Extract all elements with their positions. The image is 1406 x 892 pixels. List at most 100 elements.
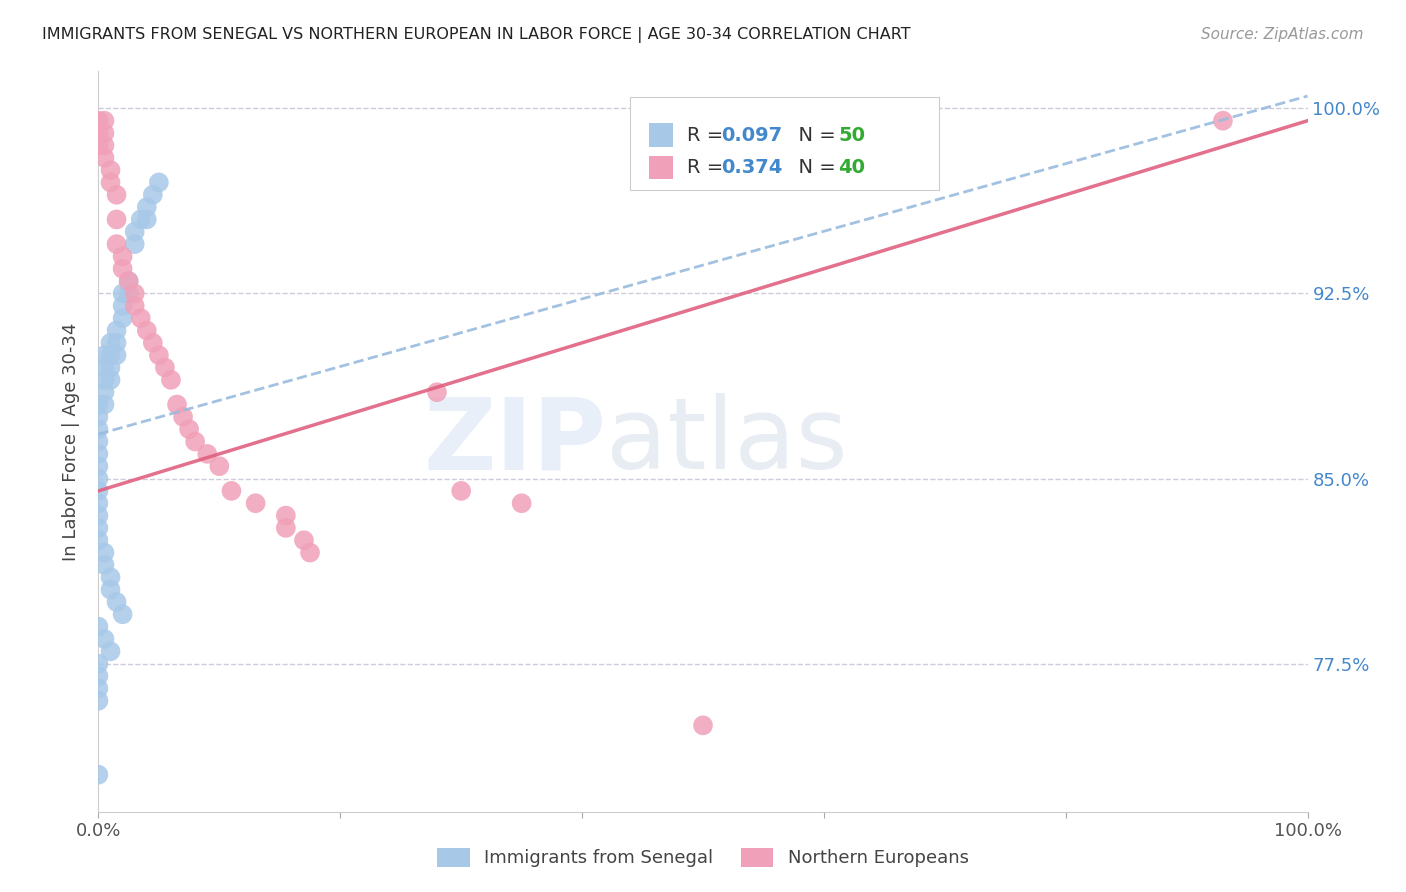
Point bbox=[142, 335, 165, 350]
Point bbox=[87, 767, 110, 781]
Point bbox=[118, 274, 141, 288]
Point bbox=[111, 286, 134, 301]
Point bbox=[87, 397, 110, 411]
Point bbox=[100, 335, 122, 350]
Point bbox=[1212, 113, 1234, 128]
Point bbox=[129, 311, 152, 326]
Point bbox=[153, 360, 176, 375]
Point bbox=[93, 632, 115, 646]
Text: atlas: atlas bbox=[606, 393, 848, 490]
Point bbox=[93, 373, 115, 387]
Point bbox=[166, 397, 188, 411]
Point bbox=[100, 582, 122, 597]
Point bbox=[111, 261, 134, 276]
Text: 0.097: 0.097 bbox=[721, 126, 782, 145]
Bar bbox=[648, 123, 673, 147]
Point bbox=[87, 533, 110, 548]
Point bbox=[87, 422, 110, 436]
Point bbox=[426, 385, 449, 400]
Point bbox=[100, 163, 122, 178]
Point bbox=[93, 558, 115, 572]
Text: IMMIGRANTS FROM SENEGAL VS NORTHERN EUROPEAN IN LABOR FORCE | AGE 30-34 CORRELAT: IMMIGRANTS FROM SENEGAL VS NORTHERN EURO… bbox=[42, 27, 911, 43]
Point bbox=[142, 187, 165, 202]
Point bbox=[87, 693, 110, 707]
Text: R =: R = bbox=[688, 158, 730, 177]
Point bbox=[118, 286, 141, 301]
Point bbox=[105, 187, 128, 202]
Point bbox=[100, 373, 122, 387]
Point bbox=[100, 360, 122, 375]
Point bbox=[87, 521, 110, 535]
Point bbox=[221, 483, 243, 498]
Point bbox=[124, 225, 146, 239]
Point bbox=[87, 126, 110, 140]
Text: R =: R = bbox=[688, 126, 730, 145]
Point bbox=[87, 434, 110, 449]
Point bbox=[172, 409, 194, 424]
Point bbox=[87, 657, 110, 671]
Point bbox=[510, 496, 533, 510]
Point bbox=[135, 212, 157, 227]
Text: ZIP: ZIP bbox=[423, 393, 606, 490]
Y-axis label: In Labor Force | Age 30-34: In Labor Force | Age 30-34 bbox=[62, 322, 80, 561]
Point bbox=[93, 360, 115, 375]
Point bbox=[124, 299, 146, 313]
Point bbox=[118, 274, 141, 288]
Point bbox=[105, 335, 128, 350]
Text: Source: ZipAtlas.com: Source: ZipAtlas.com bbox=[1201, 27, 1364, 42]
Point bbox=[184, 434, 207, 449]
Point bbox=[111, 299, 134, 313]
Point bbox=[87, 681, 110, 696]
Bar bbox=[648, 155, 673, 179]
Point bbox=[135, 323, 157, 337]
Point bbox=[100, 348, 122, 362]
Point bbox=[129, 212, 152, 227]
Point bbox=[208, 459, 231, 474]
Point bbox=[105, 595, 128, 609]
Text: 40: 40 bbox=[838, 158, 866, 177]
Point bbox=[111, 311, 134, 326]
Point bbox=[105, 237, 128, 252]
Point bbox=[124, 286, 146, 301]
Point bbox=[135, 200, 157, 214]
Point bbox=[87, 447, 110, 461]
Text: 0.374: 0.374 bbox=[721, 158, 783, 177]
Text: N =: N = bbox=[786, 126, 842, 145]
Point bbox=[292, 533, 315, 548]
Text: N =: N = bbox=[786, 158, 842, 177]
Point bbox=[105, 348, 128, 362]
Point bbox=[148, 348, 170, 362]
Point bbox=[93, 151, 115, 165]
Text: 50: 50 bbox=[838, 126, 866, 145]
Legend: Immigrants from Senegal, Northern Europeans: Immigrants from Senegal, Northern Europe… bbox=[430, 841, 976, 875]
Point bbox=[100, 570, 122, 584]
Point bbox=[111, 249, 134, 263]
Point bbox=[274, 521, 297, 535]
Point bbox=[87, 113, 110, 128]
Point bbox=[93, 126, 115, 140]
Point bbox=[93, 545, 115, 559]
Point bbox=[93, 397, 115, 411]
Point bbox=[100, 644, 122, 658]
Point bbox=[93, 385, 115, 400]
Point bbox=[87, 669, 110, 683]
Point bbox=[245, 496, 267, 510]
Point bbox=[105, 212, 128, 227]
Point bbox=[87, 483, 110, 498]
Point bbox=[274, 508, 297, 523]
Point bbox=[148, 175, 170, 189]
Point bbox=[93, 348, 115, 362]
Point bbox=[105, 323, 128, 337]
Point bbox=[87, 459, 110, 474]
Point bbox=[93, 113, 115, 128]
Point bbox=[111, 607, 134, 622]
Point bbox=[87, 409, 110, 424]
Point bbox=[87, 508, 110, 523]
Point bbox=[87, 138, 110, 153]
Point bbox=[179, 422, 201, 436]
Point bbox=[195, 447, 218, 461]
Point bbox=[93, 138, 115, 153]
Point bbox=[450, 483, 472, 498]
Point bbox=[87, 496, 110, 510]
Point bbox=[299, 545, 322, 559]
